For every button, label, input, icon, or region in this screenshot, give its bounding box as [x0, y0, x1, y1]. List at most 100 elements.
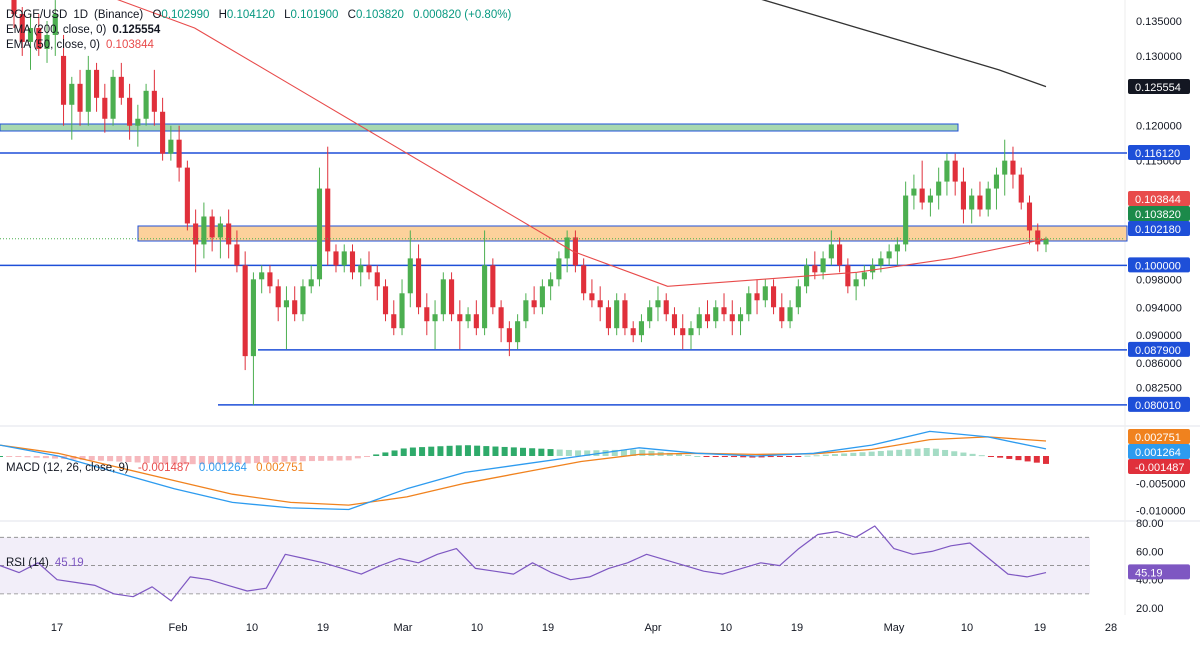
- candle-body: [1035, 230, 1041, 245]
- candle-body: [531, 300, 537, 308]
- macd-hist-bar: [134, 456, 141, 463]
- macd-hist-bar: [24, 456, 31, 458]
- ohlc-low: L0.101900: [284, 9, 339, 21]
- y-tick-label: 0.135000: [1136, 16, 1182, 28]
- candle-body: [217, 223, 223, 238]
- candle-body: [845, 265, 851, 287]
- ohlc-high: H0.104120: [218, 9, 275, 21]
- macd-hist-bar: [345, 456, 352, 461]
- candle-body: [399, 293, 405, 329]
- macd-hist-bar: [1006, 456, 1013, 459]
- main-legend: DOGE/USD 1D (Binance) O0.102990 H0.104120 …: [6, 8, 517, 22]
- rsi-legend[interactable]: RSI (14) 45.19: [6, 556, 90, 570]
- candle-body: [828, 244, 834, 259]
- level-badge: 0.116120: [1135, 148, 1180, 160]
- macd-hist-bar: [960, 452, 967, 456]
- y-tick-label: 0.120000: [1136, 121, 1182, 133]
- symbol[interactable]: DOGE/USD: [6, 9, 68, 21]
- candle-body: [19, 14, 25, 42]
- macd-hist-bar: [896, 449, 903, 456]
- macd-legend[interactable]: MACD (12, 26, close, 9) -0.001487 0.0012…: [6, 461, 310, 475]
- macd-hist-bar: [33, 456, 40, 458]
- candle-body: [515, 321, 521, 343]
- x-tick-label: 10: [471, 622, 483, 634]
- macd-hist-bar: [382, 452, 389, 456]
- macd-hist-bar: [804, 455, 811, 457]
- candle-body: [680, 328, 686, 336]
- candle-body: [168, 139, 174, 154]
- candle-body: [465, 314, 471, 322]
- candle-body: [135, 118, 141, 126]
- macd-hist-bar: [905, 449, 912, 456]
- candle-body: [506, 328, 512, 343]
- macd-hist-bar: [822, 454, 829, 456]
- x-tick-label: 10: [720, 622, 732, 634]
- macd-hist-bar: [299, 456, 306, 462]
- macd-hist-bar: [978, 455, 985, 457]
- macd-hist-bar: [565, 449, 572, 456]
- candle-body: [903, 195, 909, 245]
- macd-hist-bar: [373, 454, 380, 456]
- level-badge: 0.102180: [1135, 224, 1181, 236]
- candle-body: [226, 223, 232, 245]
- macd-hist-bar: [547, 449, 554, 456]
- candle-body: [27, 27, 34, 42]
- macd-hist-bar: [208, 456, 215, 465]
- rsi-band: [0, 537, 1090, 594]
- macd-label: MACD (12, 26, close, 9): [6, 462, 129, 474]
- candle-body: [572, 237, 578, 266]
- rsi-value: 45.19: [54, 557, 84, 569]
- candle-body: [366, 265, 372, 273]
- level-badge-bg: [1128, 144, 1190, 160]
- ema200-line: [761, 0, 1047, 88]
- candle-body: [977, 195, 983, 210]
- ema50-legend[interactable]: EMA (50, close, 0) 0.103844: [6, 38, 160, 52]
- level-badge: 0.087900: [1135, 345, 1181, 357]
- macd-hist-bar: [52, 456, 59, 459]
- candle-body: [415, 258, 422, 308]
- rsi-y-tick: 20.00: [1136, 603, 1164, 615]
- macd-hist-bar: [327, 456, 334, 461]
- macd-hist-bar: [143, 456, 150, 463]
- macd-hist-bar: [272, 456, 279, 463]
- macd-hist-bar: [409, 447, 416, 456]
- zone-green: [0, 123, 959, 132]
- candle-body: [1018, 174, 1024, 203]
- ema200-legend[interactable]: EMA (200, close, 0) 0.125554: [6, 23, 160, 37]
- macd-hist-bar: [428, 446, 435, 456]
- candle-body: [85, 69, 91, 112]
- candle-body: [440, 279, 446, 315]
- macd-hist-bar: [942, 449, 949, 456]
- candle-body: [614, 300, 620, 329]
- macd-hist-bar: [464, 445, 471, 456]
- candle-body: [597, 300, 603, 308]
- candle-body: [143, 90, 149, 119]
- macd-hist-bar: [226, 456, 233, 465]
- macd-hist-bar: [987, 456, 994, 457]
- rsi-line: [0, 525, 1047, 602]
- ema200-badge: 0.125554: [1135, 82, 1181, 94]
- level-badge: 0.080010: [1135, 400, 1181, 412]
- candle-body: [820, 258, 826, 273]
- macd-hist-bar: [731, 456, 738, 458]
- macd-hist-bar: [180, 456, 187, 465]
- candle-body: [308, 279, 314, 287]
- candle-body: [325, 188, 331, 252]
- candle-body: [696, 314, 702, 329]
- candle-body: [184, 167, 190, 224]
- macd-hist-bar: [868, 451, 875, 456]
- candle-body: [729, 314, 735, 322]
- macd-hist-bar: [492, 446, 499, 456]
- candle-body: [127, 97, 133, 126]
- macd-hist-bar: [538, 448, 545, 456]
- candle-body: [770, 286, 777, 308]
- candle-body: [349, 251, 356, 273]
- macd-hist-bar: [859, 452, 866, 456]
- candle-body: [374, 272, 380, 287]
- y-tick-label: 0.082500: [1136, 383, 1182, 395]
- candle-body: [1026, 202, 1033, 231]
- macd-hist-bar: [419, 447, 426, 456]
- macd-hist-bar: [244, 456, 251, 464]
- ohlc-close: C0.103820: [347, 9, 404, 21]
